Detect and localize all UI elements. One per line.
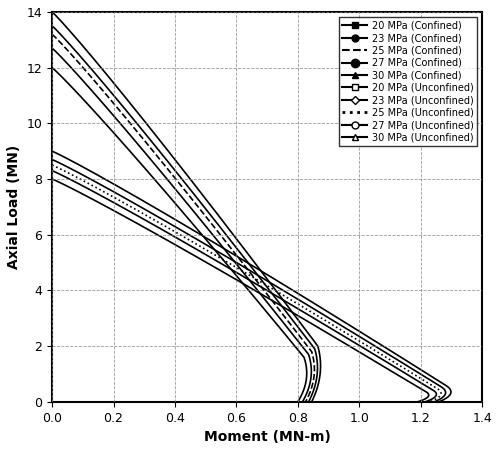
20 MPa (Unconfined): [229, 274, 235, 280]
25 MPa (Confined): [49, 32, 55, 37]
27 MPa (Unconfined): [150, 211, 156, 216]
23 MPa (Unconfined): [147, 220, 153, 226]
Line: 27 MPa (Confined): 27 MPa (Confined): [52, 26, 317, 402]
30 MPa (Unconfined): [436, 399, 442, 405]
27 MPa (Confined): [176, 173, 182, 178]
23 MPa (Unconfined): [422, 399, 428, 405]
23 MPa (Confined): [90, 90, 96, 95]
30 MPa (Unconfined): [151, 204, 157, 210]
27 MPa (Unconfined): [441, 387, 447, 392]
30 MPa (Unconfined): [448, 391, 454, 396]
20 MPa (Confined): [90, 107, 96, 112]
Y-axis label: Axial Load (MN): Axial Load (MN): [7, 145, 21, 269]
27 MPa (Unconfined): [237, 262, 243, 267]
23 MPa (Unconfined): [110, 200, 116, 205]
25 MPa (Unconfined): [438, 392, 444, 397]
30 MPa (Unconfined): [239, 257, 245, 262]
Line: 20 MPa (Confined): 20 MPa (Confined): [52, 68, 307, 402]
20 MPa (Unconfined): [145, 227, 151, 232]
Line: 20 MPa (Unconfined): 20 MPa (Unconfined): [52, 179, 429, 402]
23 MPa (Confined): [49, 46, 55, 51]
20 MPa (Unconfined): [109, 207, 115, 212]
23 MPa (Confined): [308, 375, 314, 380]
Line: 30 MPa (Unconfined): 30 MPa (Unconfined): [52, 151, 451, 402]
23 MPa (Confined): [173, 187, 179, 193]
25 MPa (Confined): [311, 373, 317, 379]
30 MPa (Confined): [178, 164, 184, 169]
30 MPa (Confined): [309, 399, 315, 405]
23 MPa (Unconfined): [233, 269, 239, 275]
25 MPa (Confined): [311, 358, 317, 363]
20 MPa (Unconfined): [415, 399, 421, 405]
20 MPa (Confined): [114, 134, 120, 140]
27 MPa (Unconfined): [443, 391, 449, 396]
25 MPa (Unconfined): [427, 399, 433, 405]
30 MPa (Confined): [118, 89, 124, 95]
27 MPa (Confined): [91, 70, 97, 75]
Legend: 20 MPa (Confined), 23 MPa (Confined), 25 MPa (Confined), 27 MPa (Confined), 30 M: 20 MPa (Confined), 23 MPa (Confined), 25…: [338, 17, 478, 147]
30 MPa (Confined): [49, 9, 55, 14]
25 MPa (Unconfined): [149, 216, 155, 221]
Line: 27 MPa (Unconfined): 27 MPa (Unconfined): [52, 160, 446, 402]
23 MPa (Confined): [300, 399, 306, 404]
30 MPa (Unconfined): [113, 182, 119, 188]
Line: 23 MPa (Confined): 23 MPa (Confined): [52, 48, 311, 402]
27 MPa (Confined): [314, 372, 320, 377]
Line: 30 MPa (Confined): 30 MPa (Confined): [52, 12, 320, 402]
20 MPa (Confined): [303, 362, 309, 368]
25 MPa (Unconfined): [427, 399, 433, 405]
30 MPa (Confined): [317, 370, 323, 376]
23 MPa (Confined): [299, 399, 305, 405]
30 MPa (Unconfined): [49, 148, 55, 154]
30 MPa (Unconfined): [446, 385, 452, 391]
23 MPa (Confined): [116, 119, 122, 124]
25 MPa (Unconfined): [437, 387, 443, 393]
25 MPa (Confined): [175, 179, 181, 184]
25 MPa (Confined): [116, 107, 122, 113]
20 MPa (Confined): [171, 199, 177, 204]
23 MPa (Unconfined): [433, 393, 439, 398]
X-axis label: Moment (MN-m): Moment (MN-m): [204, 430, 330, 444]
23 MPa (Unconfined): [432, 389, 438, 394]
Line: 23 MPa (Unconfined): 23 MPa (Unconfined): [52, 170, 437, 402]
25 MPa (Confined): [302, 399, 308, 405]
27 MPa (Unconfined): [432, 399, 438, 405]
25 MPa (Confined): [91, 78, 97, 83]
27 MPa (Confined): [306, 399, 312, 404]
25 MPa (Unconfined): [111, 195, 117, 200]
20 MPa (Confined): [49, 65, 55, 70]
27 MPa (Confined): [305, 399, 311, 405]
27 MPa (Unconfined): [432, 399, 438, 405]
20 MPa (Unconfined): [426, 393, 432, 399]
20 MPa (Confined): [295, 399, 301, 405]
Line: 25 MPa (Confined): 25 MPa (Confined): [52, 34, 314, 402]
20 MPa (Confined): [295, 399, 301, 404]
27 MPa (Confined): [314, 355, 320, 361]
Line: 25 MPa (Unconfined): 25 MPa (Unconfined): [52, 165, 441, 402]
27 MPa (Confined): [49, 23, 55, 28]
25 MPa (Confined): [303, 399, 309, 404]
30 MPa (Confined): [317, 353, 323, 359]
30 MPa (Confined): [92, 58, 98, 63]
27 MPa (Unconfined): [112, 190, 118, 195]
27 MPa (Confined): [117, 101, 123, 106]
20 MPa (Unconfined): [415, 399, 421, 405]
23 MPa (Unconfined): [49, 168, 55, 173]
25 MPa (Unconfined): [235, 266, 241, 271]
23 MPa (Unconfined): [423, 399, 429, 405]
27 MPa (Unconfined): [49, 157, 55, 162]
30 MPa (Confined): [309, 399, 315, 404]
20 MPa (Unconfined): [49, 176, 55, 182]
20 MPa (Confined): [303, 376, 309, 382]
25 MPa (Unconfined): [49, 162, 55, 168]
23 MPa (Confined): [308, 360, 314, 365]
30 MPa (Unconfined): [437, 399, 443, 405]
20 MPa (Unconfined): [424, 390, 430, 395]
